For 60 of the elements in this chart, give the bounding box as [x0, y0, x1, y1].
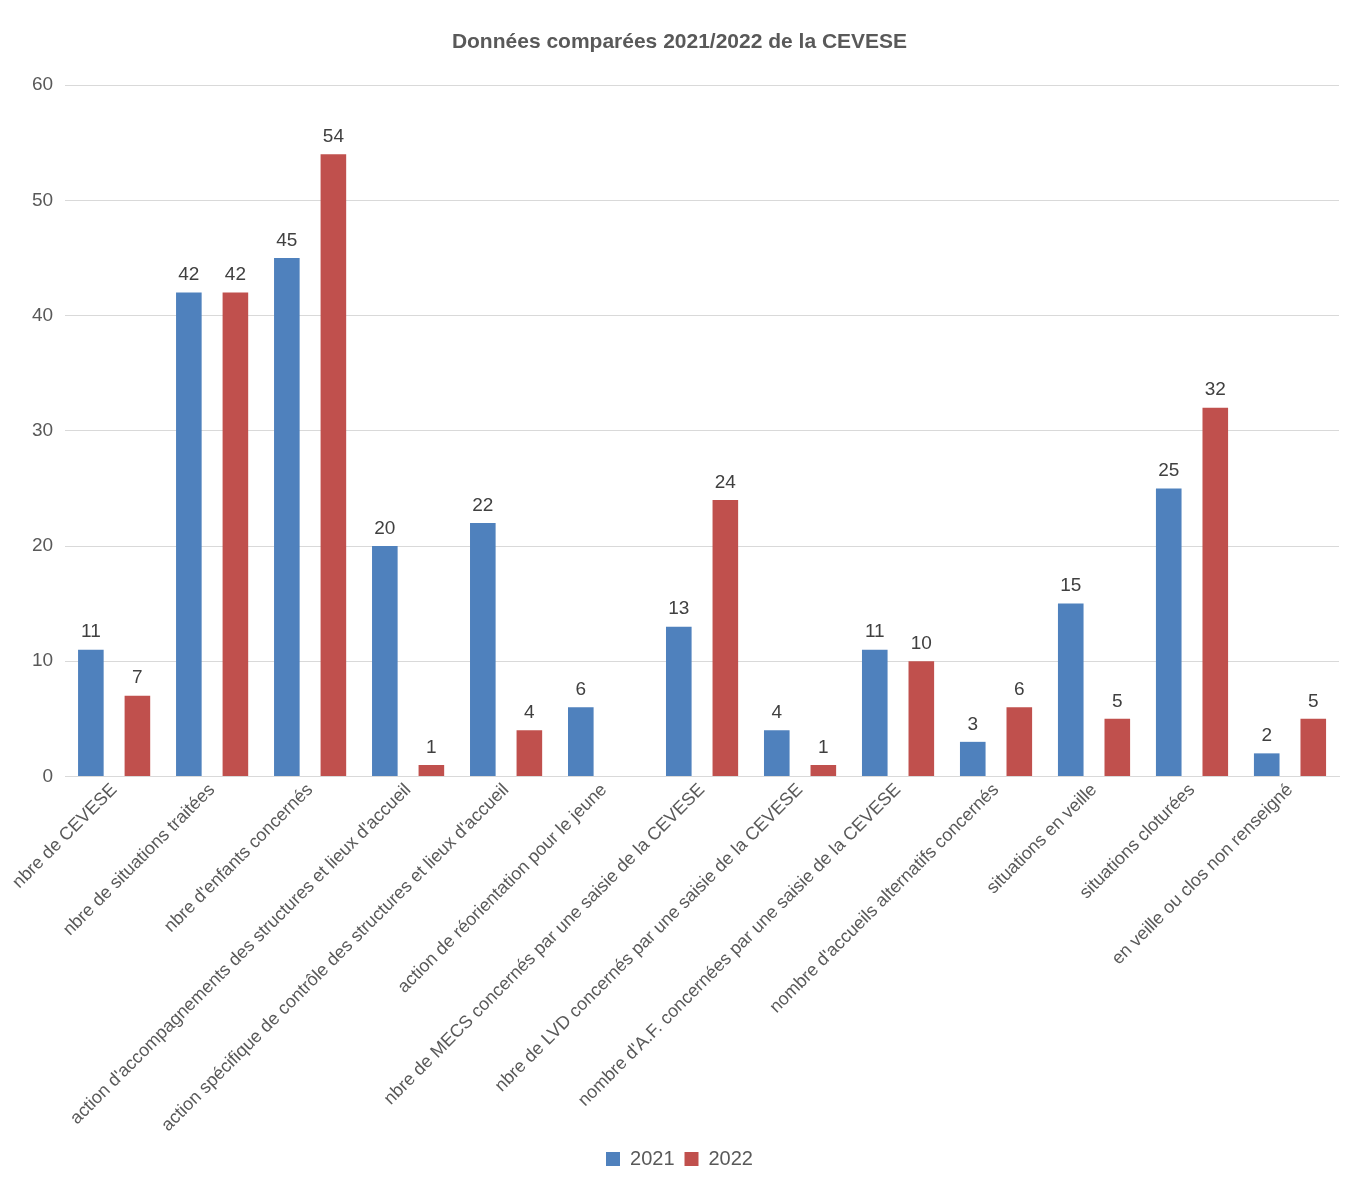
bar — [470, 522, 496, 776]
y-tick-label: 60 — [31, 73, 54, 95]
y-tick-label: 20 — [31, 534, 54, 556]
bar — [763, 730, 790, 776]
data-label: 5 — [1307, 689, 1319, 711]
bar — [176, 292, 202, 776]
bar — [1253, 753, 1280, 776]
data-label: 4 — [771, 701, 783, 723]
legend-label: 2022 — [708, 1146, 753, 1169]
y-tick-label: 0 — [42, 764, 54, 786]
bar — [1006, 707, 1033, 776]
y-tick-label: 50 — [31, 188, 54, 210]
data-label: 11 — [80, 620, 101, 642]
data-label: 20 — [374, 516, 396, 538]
data-label: 15 — [1060, 574, 1082, 596]
bar — [78, 649, 104, 776]
data-label: 54 — [322, 125, 345, 147]
bar — [1202, 407, 1229, 776]
y-tick-label: 40 — [31, 303, 54, 325]
data-label: 6 — [1014, 678, 1025, 700]
data-label: 42 — [224, 263, 246, 285]
data-label: 22 — [472, 493, 494, 515]
data-label: 45 — [276, 228, 298, 250]
bar — [1057, 603, 1084, 776]
data-label: 2 — [1261, 724, 1273, 746]
bar — [274, 258, 300, 776]
bar — [372, 546, 398, 776]
bar — [908, 661, 935, 776]
data-label: 7 — [132, 666, 143, 688]
bar — [861, 649, 888, 776]
chart-title: Données comparées 2021/2022 de la CEVESE — [451, 29, 908, 53]
data-label: 11 — [864, 620, 885, 642]
data-label: 1 — [426, 735, 437, 757]
bar — [1104, 718, 1131, 776]
data-label: 5 — [1112, 689, 1123, 711]
bar — [124, 695, 151, 776]
legend-label: 2021 — [630, 1146, 675, 1169]
bar — [810, 764, 837, 776]
data-label: 24 — [714, 470, 737, 492]
data-label: 10 — [910, 631, 932, 653]
bar — [568, 707, 594, 776]
bar — [222, 292, 249, 776]
data-label: 3 — [967, 712, 979, 734]
bar — [516, 730, 543, 776]
bar — [665, 626, 692, 776]
bar — [959, 741, 986, 776]
data-label: 6 — [575, 678, 587, 700]
y-tick-label: 10 — [31, 649, 54, 671]
data-label: 13 — [668, 597, 690, 619]
data-label: 42 — [178, 263, 200, 285]
bar — [418, 764, 445, 776]
bar — [1155, 488, 1182, 776]
bar — [320, 154, 347, 776]
data-label: 4 — [524, 701, 536, 723]
bar — [1300, 718, 1327, 776]
data-label: 1 — [818, 735, 829, 757]
bar — [712, 499, 739, 776]
y-tick-label: 30 — [31, 419, 54, 441]
data-label: 32 — [1204, 378, 1226, 400]
data-label: 25 — [1158, 459, 1180, 481]
